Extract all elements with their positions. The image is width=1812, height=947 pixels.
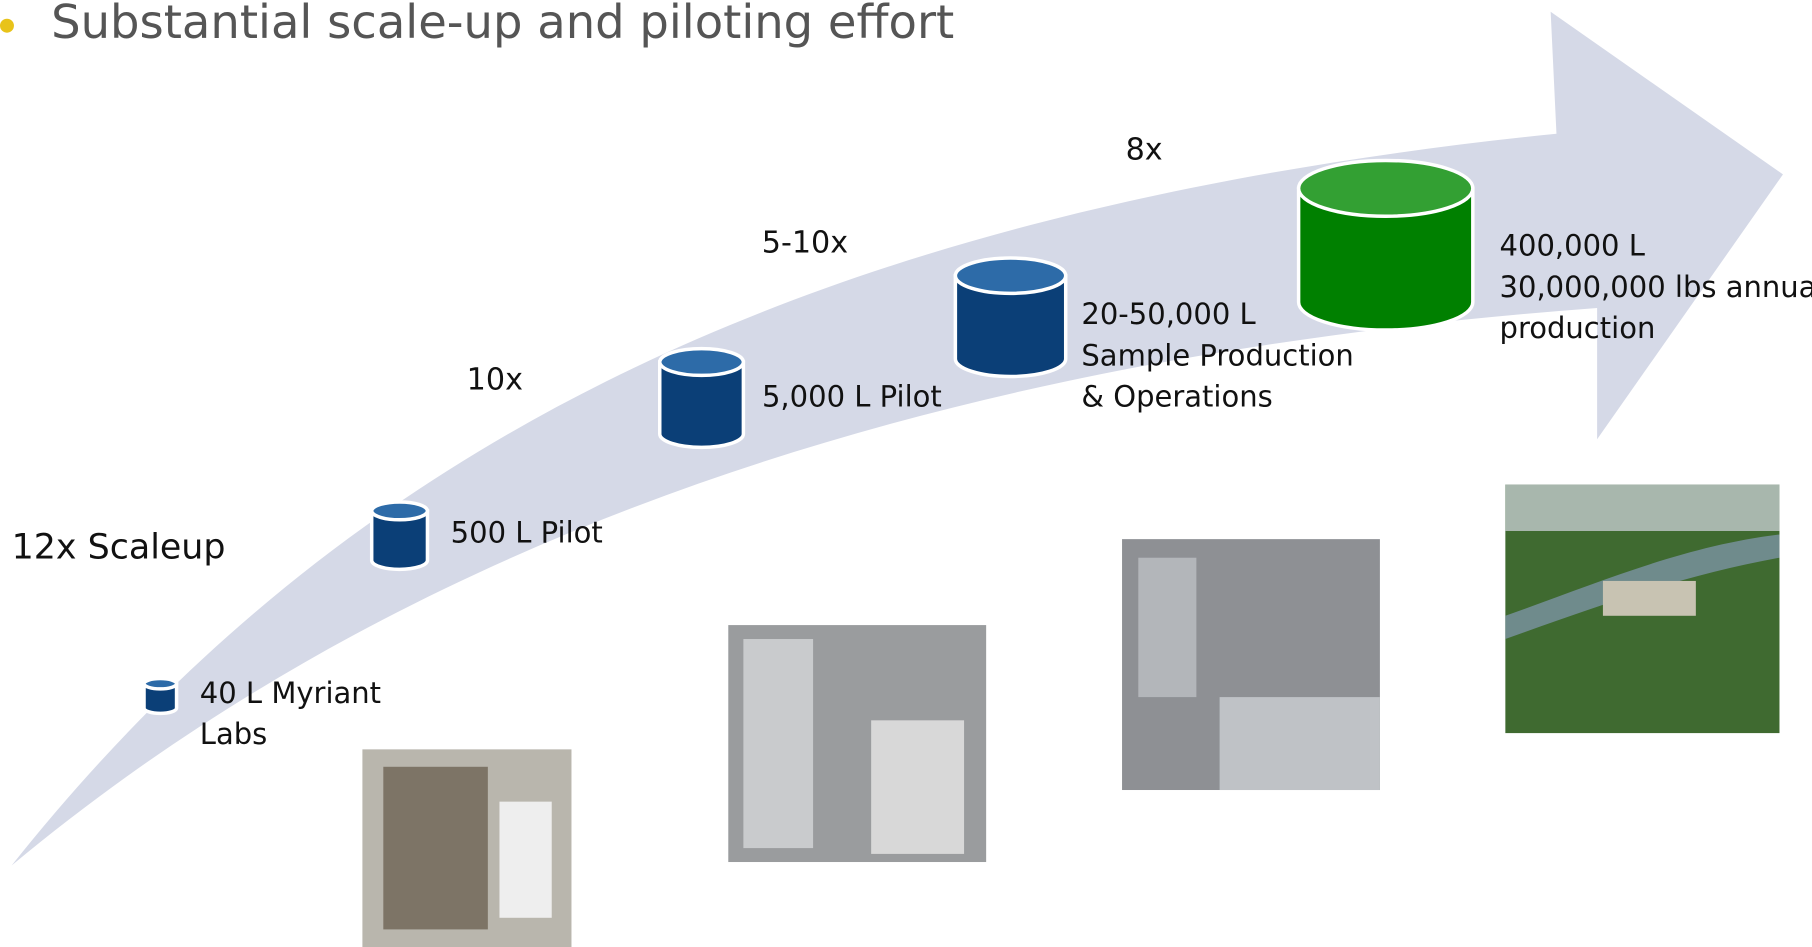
stage-label: & Operations [1081, 380, 1272, 414]
stage-label: 5,000 L Pilot [762, 380, 942, 414]
scaleup-label: 12x Scaleup [12, 527, 226, 567]
cylinder-top [1299, 160, 1473, 216]
page: {"title":"Substantial scale-up and pilot… [0, 0, 1812, 947]
cylinder-top [955, 258, 1065, 293]
cylinder-top [372, 502, 428, 520]
stage-label: Sample Production [1081, 338, 1353, 372]
multiplier: 10x [467, 363, 523, 398]
stage-label: 400,000 L [1500, 229, 1646, 263]
slide: Substantial scale-up and piloting effort… [0, 0, 1812, 947]
stage-label: 30,000,000 lbs annual [1500, 270, 1812, 304]
bullet [0, 19, 14, 33]
cylinder-top [144, 679, 177, 689]
photo [362, 749, 571, 947]
stage-label: production [1500, 311, 1656, 345]
cylinder-top [660, 349, 744, 376]
photo [1122, 539, 1380, 790]
slide-title: Substantial scale-up and piloting effort [51, 0, 954, 49]
photo [728, 625, 986, 862]
stage-label: Labs [200, 717, 267, 751]
stage-label: 40 L Myriant [200, 676, 381, 710]
stage-label: 500 L Pilot [451, 515, 603, 549]
photo [1505, 485, 1779, 734]
stage-label: 20-50,000 L [1081, 297, 1256, 331]
multiplier: 5-10x [762, 226, 848, 261]
multiplier: 8x [1126, 133, 1163, 168]
